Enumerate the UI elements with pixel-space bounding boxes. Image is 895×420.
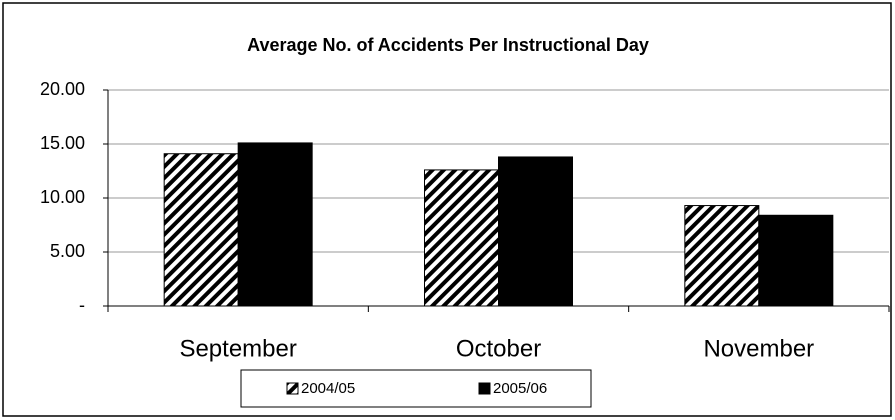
y-tick-label: 20.00 xyxy=(40,79,85,99)
x-tick-label: September xyxy=(179,335,296,362)
bar xyxy=(237,142,313,307)
bar xyxy=(758,214,834,307)
y-tick-label: 10.00 xyxy=(40,187,85,207)
bar xyxy=(684,205,760,307)
legend-swatch xyxy=(286,382,299,395)
x-tick-label: November xyxy=(703,335,814,362)
y-tick-label: 5.00 xyxy=(50,241,85,261)
bar xyxy=(424,169,499,307)
legend-box xyxy=(240,369,592,408)
bar xyxy=(498,156,573,307)
legend-label: 2004/05 xyxy=(301,380,355,397)
chart-title: Average No. of Accidents Per Instruction… xyxy=(247,35,649,55)
legend-label: 2005/06 xyxy=(493,380,547,397)
y-tick-label: 15.00 xyxy=(40,133,85,153)
legend-swatch xyxy=(478,382,491,395)
x-tick-label: October xyxy=(456,335,541,362)
bar xyxy=(163,153,239,307)
y-tick-label: - xyxy=(79,295,85,315)
